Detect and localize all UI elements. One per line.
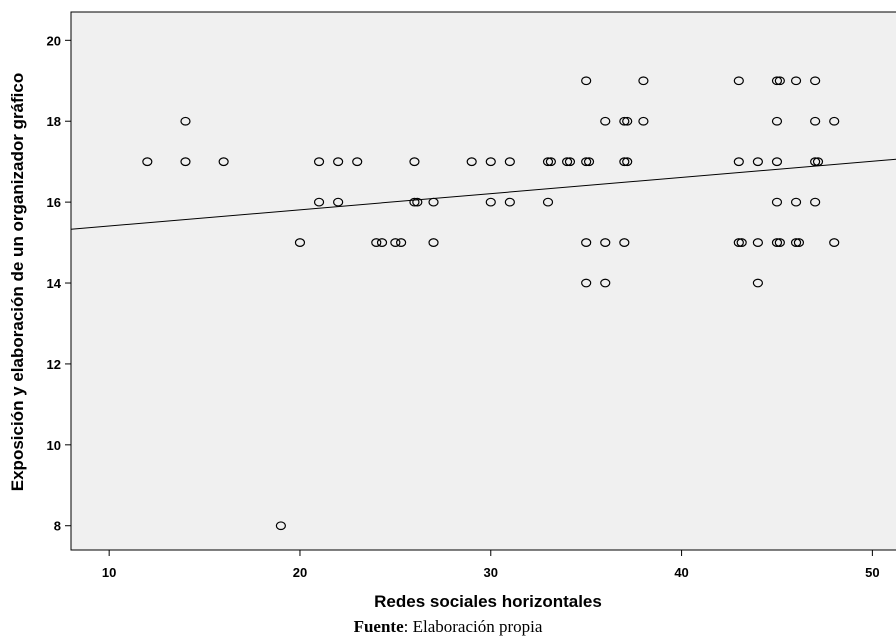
data-point bbox=[810, 197, 821, 207]
data-point bbox=[771, 116, 783, 126]
data-point bbox=[622, 157, 633, 167]
data-point bbox=[733, 157, 744, 167]
y-tick-label: 18 bbox=[47, 114, 61, 129]
data-point bbox=[752, 278, 763, 288]
data-point bbox=[395, 238, 407, 247]
fit-line bbox=[70, 158, 896, 230]
data-point bbox=[771, 238, 783, 247]
data-point bbox=[561, 157, 573, 167]
data-point bbox=[733, 238, 744, 247]
y-axis-title: Exposición y elaboración de un organizad… bbox=[8, 73, 27, 491]
figure-caption: Fuente: Elaboración propia bbox=[0, 617, 896, 637]
data-point bbox=[142, 157, 153, 167]
caption-text: : Elaboración propia bbox=[403, 617, 543, 636]
data-point bbox=[752, 238, 763, 247]
data-point bbox=[771, 197, 783, 207]
data-point bbox=[294, 238, 306, 247]
data-point bbox=[352, 157, 363, 167]
data-point bbox=[638, 116, 649, 126]
data-point bbox=[771, 76, 783, 86]
plot-area bbox=[70, 11, 896, 551]
x-tick-label: 40 bbox=[674, 565, 688, 580]
data-point bbox=[790, 197, 802, 207]
data-point bbox=[600, 278, 611, 288]
data-point bbox=[790, 238, 802, 247]
data-point bbox=[581, 157, 592, 167]
data-point bbox=[409, 197, 420, 207]
data-point bbox=[810, 116, 821, 126]
data-point bbox=[619, 116, 630, 126]
data-point bbox=[774, 76, 785, 86]
data-point bbox=[313, 157, 325, 167]
data-point bbox=[622, 116, 633, 126]
data-point bbox=[564, 157, 576, 167]
data-point bbox=[542, 197, 554, 207]
data-point bbox=[485, 197, 496, 207]
data-point bbox=[371, 238, 382, 247]
y-tick-label: 10 bbox=[47, 438, 61, 453]
y-axis: 8 10 12 14 16 18 20 bbox=[47, 33, 71, 534]
data-point bbox=[600, 116, 611, 126]
data-point bbox=[333, 197, 344, 207]
data-point bbox=[390, 238, 401, 247]
data-point bbox=[829, 238, 840, 247]
data-point bbox=[581, 238, 592, 247]
data-point bbox=[810, 76, 821, 86]
caption-label: Fuente bbox=[353, 617, 404, 636]
data-point bbox=[619, 157, 630, 167]
data-point bbox=[829, 116, 840, 126]
x-axis-title: Redes sociales horizontales bbox=[374, 592, 602, 611]
x-tick-label: 10 bbox=[102, 565, 116, 580]
data-point bbox=[736, 238, 747, 247]
data-point bbox=[790, 76, 802, 86]
data-point bbox=[733, 76, 744, 86]
x-tick-label: 30 bbox=[484, 565, 498, 580]
data-point bbox=[545, 157, 556, 167]
data-point bbox=[583, 157, 595, 167]
data-point bbox=[581, 278, 592, 288]
scatter-chart: 8 10 12 14 16 18 20 10 20 30 40 50 Redes sociales … bbox=[8, 11, 896, 611]
data-point bbox=[504, 197, 515, 207]
data-point bbox=[504, 157, 515, 167]
data-point bbox=[485, 157, 496, 167]
data-point bbox=[542, 157, 554, 167]
data-point bbox=[428, 238, 439, 247]
data-point bbox=[180, 157, 191, 167]
data-point bbox=[771, 157, 783, 167]
x-tick-label: 20 bbox=[293, 565, 307, 580]
data-point bbox=[793, 238, 805, 247]
data-point bbox=[581, 76, 592, 86]
data-point bbox=[313, 197, 325, 207]
y-tick-label: 20 bbox=[47, 33, 61, 48]
data-point bbox=[810, 157, 821, 167]
data-point bbox=[638, 76, 649, 86]
data-point bbox=[218, 157, 229, 167]
x-axis: 10 20 30 40 50 bbox=[102, 550, 880, 580]
data-point bbox=[619, 238, 630, 247]
y-tick-label: 14 bbox=[47, 276, 62, 291]
x-tick-label: 50 bbox=[865, 565, 879, 580]
data-point bbox=[409, 157, 420, 167]
data-point bbox=[752, 157, 763, 167]
data-point bbox=[275, 521, 286, 531]
y-tick-label: 12 bbox=[47, 357, 61, 372]
y-tick-label: 16 bbox=[47, 195, 61, 210]
data-point bbox=[180, 116, 191, 126]
data-point bbox=[466, 157, 477, 167]
data-point bbox=[600, 238, 611, 247]
data-point bbox=[412, 197, 423, 207]
data-point bbox=[376, 238, 388, 247]
y-tick-label: 8 bbox=[54, 519, 61, 534]
data-point bbox=[774, 238, 785, 247]
data-point bbox=[333, 157, 344, 167]
data-points bbox=[142, 76, 840, 531]
